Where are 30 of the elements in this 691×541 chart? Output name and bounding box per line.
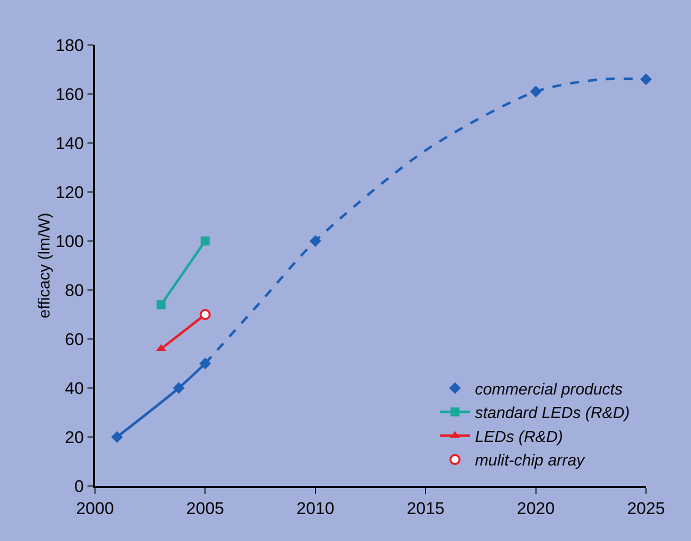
point [199, 358, 212, 370]
point [200, 236, 210, 246]
legend-label: LEDs (R&D) [474, 428, 563, 446]
y-tick-label: 100 [55, 232, 84, 251]
y-axis-title: efficacy (lm/W) [36, 212, 54, 318]
y-tick-label: 180 [55, 36, 84, 55]
x-tick-label: 2025 [627, 499, 665, 518]
y-tick-label: 60 [64, 330, 84, 349]
x-tick-label: 2010 [296, 499, 334, 518]
point [310, 235, 322, 247]
legend-label: mulit-chip array [474, 452, 586, 470]
y-tick-label: 40 [64, 378, 84, 398]
legend-label: standard LEDs (R&D) [474, 405, 630, 422]
y-tick-label: 140 [55, 134, 84, 153]
y-tick-label: 0 [74, 476, 84, 496]
y-tick-label: 160 [55, 84, 84, 104]
point [200, 309, 211, 320]
y-tick-label: 120 [55, 182, 84, 202]
y-tick-label: 20 [64, 428, 84, 447]
point [640, 73, 652, 86]
x-tick-label: 2015 [406, 499, 445, 518]
point [156, 300, 166, 310]
point [530, 86, 542, 98]
point [172, 382, 185, 394]
point [111, 431, 123, 443]
legend-label: commercial products [474, 381, 623, 398]
x-tick-label: 2020 [516, 499, 555, 518]
y-tick-label: 80 [64, 280, 84, 300]
x-tick-label: 2005 [186, 499, 224, 518]
x-tick-label: 2000 [76, 499, 114, 518]
